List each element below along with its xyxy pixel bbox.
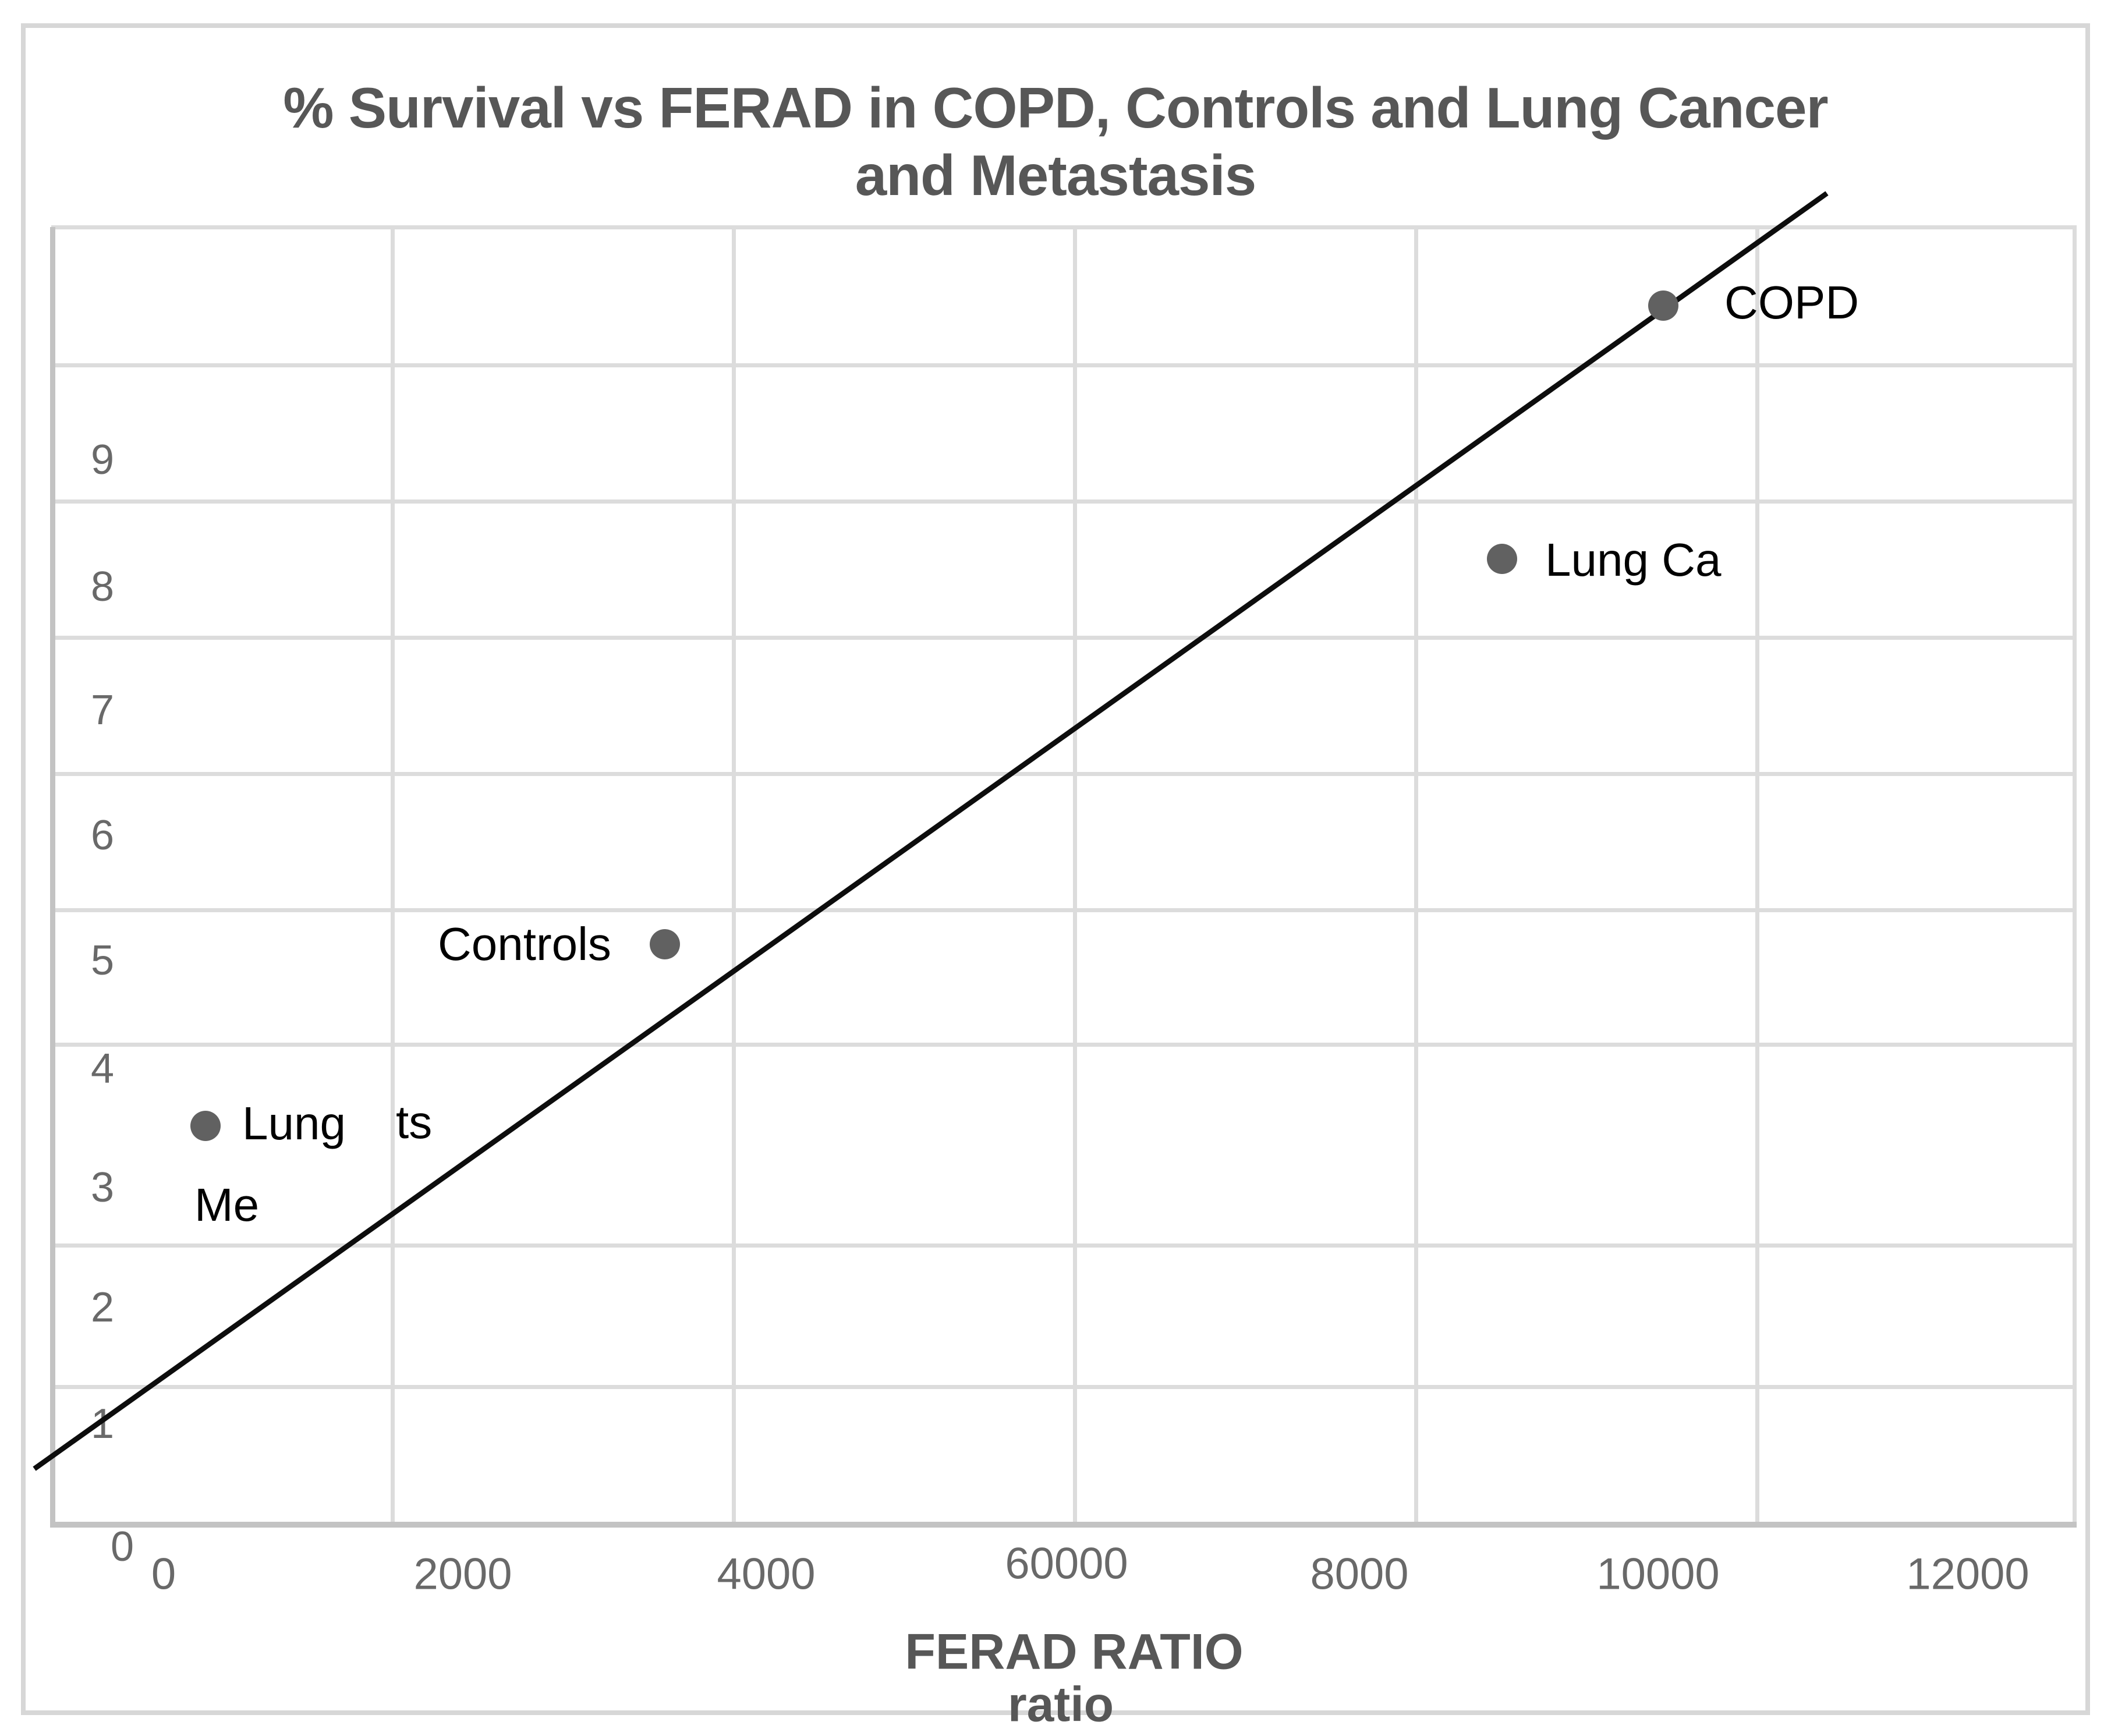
data-label-controls: Controls <box>438 918 611 970</box>
gridline-vertical <box>1755 227 1759 1524</box>
gridline-horizontal <box>51 1043 2077 1047</box>
chart-title: % Survival vs FERAD in COPD, Controls an… <box>0 74 2111 209</box>
gridline-horizontal <box>51 1243 2077 1248</box>
data-label-lung-ca: Lung Ca <box>1545 534 1722 586</box>
y-tick-5: 5 <box>90 937 115 984</box>
y-tick-4: 4 <box>90 1046 115 1092</box>
y-tick-1: 1 <box>90 1401 115 1447</box>
gridline-vertical <box>391 227 395 1524</box>
data-point-copd <box>1648 290 1678 321</box>
y-tick-0: 0 <box>110 1524 134 1570</box>
x-axis-line <box>50 1522 2077 1528</box>
chart-title-line2: and Metastasis <box>855 143 1257 207</box>
x-tick-2000: 2000 <box>413 1549 512 1599</box>
x-axis-title: FERAD RATIO <box>905 1624 1244 1680</box>
gridline-horizontal <box>51 1385 2077 1389</box>
gridline-horizontal <box>51 499 2077 504</box>
data-point-lung-mets <box>190 1111 221 1141</box>
y-tick-8: 8 <box>90 564 115 610</box>
data-point-controls <box>650 929 680 959</box>
chart-title-line1: % Survival vs FERAD in COPD, Controls an… <box>283 76 1828 140</box>
gridline-vertical <box>2073 227 2077 1524</box>
data-label-lung-mets-ts: ts <box>396 1096 433 1148</box>
x-tick-0: 0 <box>151 1549 176 1599</box>
gridline-vertical <box>1073 227 1077 1524</box>
x-axis-subtitle: ratio <box>1007 1677 1114 1732</box>
gridline-horizontal <box>51 772 2077 776</box>
gridline-vertical <box>1414 227 1418 1524</box>
y-tick-9: 9 <box>90 437 115 483</box>
y-axis-line <box>50 227 55 1527</box>
y-tick-7: 7 <box>90 687 115 734</box>
x-tick-60000: 60000 <box>1005 1539 1128 1589</box>
y-tick-2: 2 <box>90 1284 115 1331</box>
data-label-copd: COPD <box>1724 277 1859 328</box>
x-tick-10000: 10000 <box>1596 1549 1720 1599</box>
x-tick-4000: 4000 <box>717 1549 816 1599</box>
x-tick-8000: 8000 <box>1310 1549 1409 1599</box>
gridline-horizontal <box>51 636 2077 640</box>
gridline-horizontal <box>51 363 2077 367</box>
data-label-lung-mets-lung: Lung <box>242 1097 346 1149</box>
gridline-horizontal <box>51 908 2077 912</box>
y-tick-6: 6 <box>90 812 115 859</box>
data-point-lung-ca <box>1487 544 1517 574</box>
gridline-vertical <box>732 227 736 1524</box>
y-tick-3: 3 <box>90 1164 115 1211</box>
data-label-lung-mets-me: Me <box>194 1179 260 1231</box>
gridline-horizontal <box>51 225 2077 229</box>
x-tick-12000: 12000 <box>1906 1549 2029 1599</box>
